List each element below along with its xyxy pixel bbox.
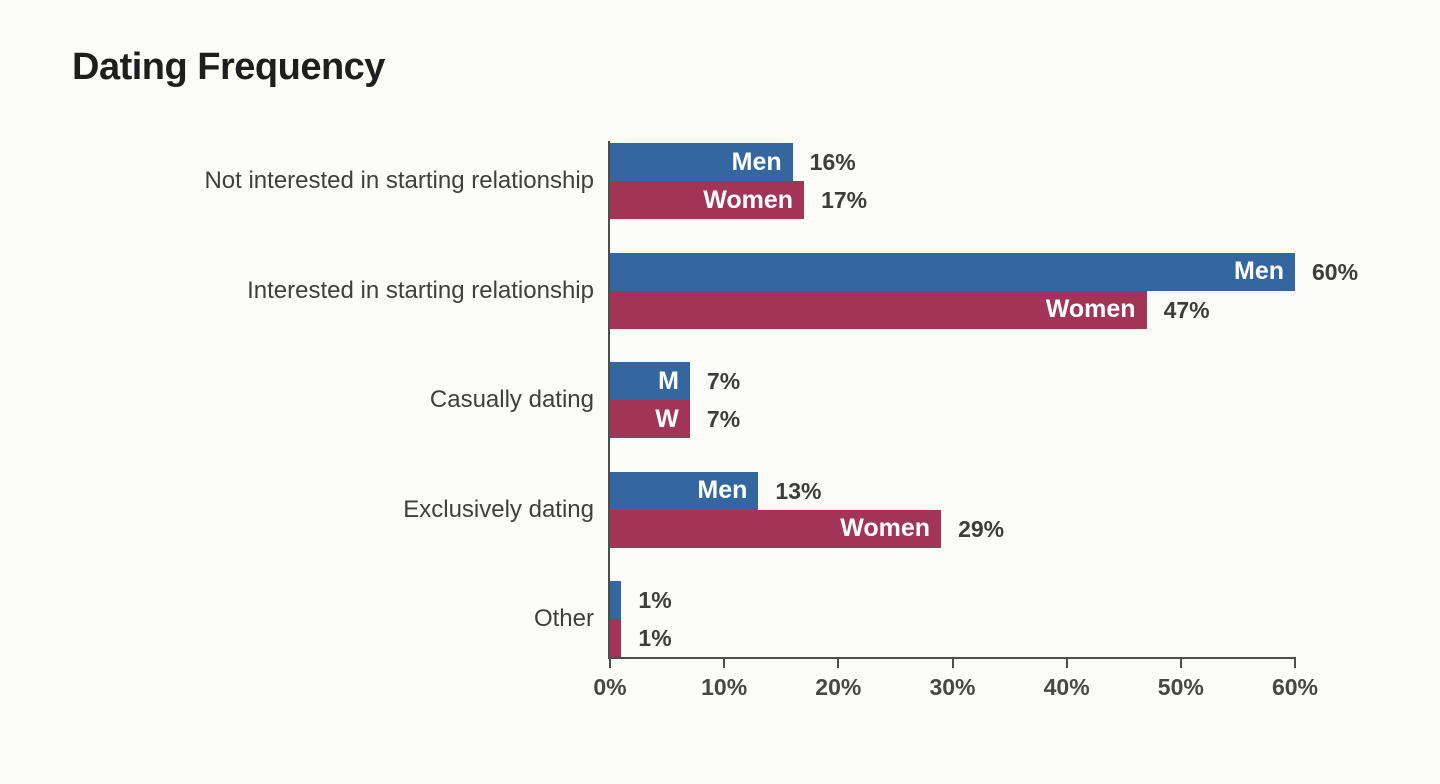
x-tick bbox=[609, 657, 611, 668]
value-label: 16% bbox=[809, 149, 856, 175]
bar-men-4 bbox=[610, 581, 622, 619]
x-tick bbox=[951, 657, 954, 668]
x-tick bbox=[1294, 657, 1296, 668]
bar-women-1: Women bbox=[610, 290, 1147, 329]
x-tick-label: 40% bbox=[1043, 674, 1090, 700]
category-label: Casually dating bbox=[429, 386, 594, 413]
value-label: 1% bbox=[638, 625, 672, 651]
bar-men-0: Men bbox=[610, 143, 793, 181]
value-label: 1% bbox=[638, 587, 672, 613]
x-tick-label: 10% bbox=[701, 674, 748, 700]
bar-men-1: Men bbox=[610, 252, 1295, 291]
bar-men-3: Men bbox=[610, 471, 759, 510]
value-label: 60% bbox=[1312, 258, 1359, 285]
bar-inner-label: Women bbox=[703, 185, 794, 214]
bar-inner-label: Men bbox=[731, 147, 782, 176]
chart-title: Dating Frequency bbox=[72, 46, 385, 88]
bar-inner-label: M bbox=[658, 366, 679, 395]
bar-inner-label: Women bbox=[1045, 295, 1136, 323]
x-tick bbox=[1065, 657, 1068, 668]
x-tick-label: 30% bbox=[929, 674, 976, 700]
x-tick bbox=[723, 657, 726, 668]
x-tick-label: 20% bbox=[815, 674, 862, 700]
bar-men-2: M bbox=[610, 362, 690, 400]
bar-women-4 bbox=[610, 619, 622, 657]
x-tick-label: 60% bbox=[1271, 674, 1319, 700]
category-label: Not interested in starting relationship bbox=[204, 167, 594, 194]
x-tick bbox=[1179, 657, 1182, 668]
bar-inner-label: Women bbox=[840, 514, 931, 542]
x-tick-label: 0% bbox=[593, 674, 627, 700]
bar-women-2: W bbox=[610, 400, 690, 438]
bar-women-3: Women bbox=[610, 509, 942, 548]
bar-inner-label: Men bbox=[697, 476, 748, 504]
value-label: 47% bbox=[1163, 296, 1210, 323]
category-label: Interested in starting relationship bbox=[247, 276, 594, 304]
value-label: 29% bbox=[958, 515, 1005, 542]
category-label: Exclusively dating bbox=[403, 495, 594, 523]
bar-women-0: Women bbox=[610, 181, 805, 219]
y-axis-line bbox=[608, 141, 610, 659]
x-tick bbox=[837, 657, 840, 668]
x-tick-label: 50% bbox=[1157, 674, 1204, 700]
value-label: 7% bbox=[706, 368, 741, 394]
bar-inner-label: Men bbox=[1234, 257, 1284, 285]
value-label: 7% bbox=[706, 406, 741, 432]
value-label: 17% bbox=[821, 187, 868, 213]
bar-inner-label: W bbox=[655, 404, 679, 433]
value-label: 13% bbox=[775, 477, 822, 504]
category-label: Other bbox=[533, 605, 594, 632]
